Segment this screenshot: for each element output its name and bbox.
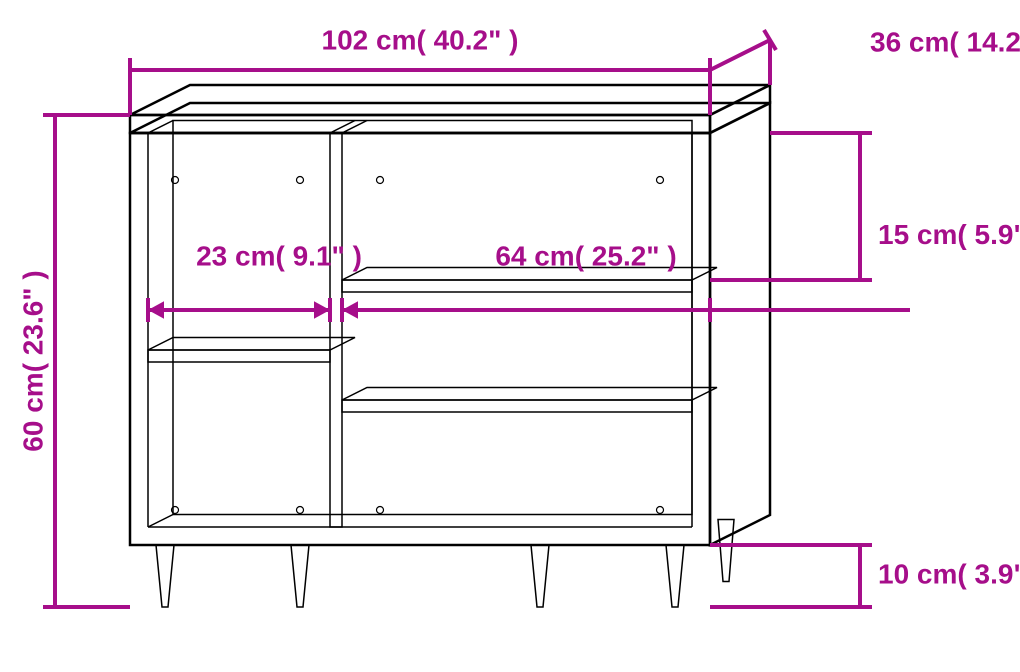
dimension-diagram: 102 cm( 40.2" ) 36 cm( 14.2" ) 60 cm( 23.6…	[0, 0, 1020, 672]
dim-depth: 36 cm( 14.2" )	[870, 26, 1020, 57]
dimension-lines: 102 cm( 40.2" ) 36 cm( 14.2" ) 60 cm( 23.6…	[17, 24, 1020, 607]
dim-height-total: 60 cm( 23.6" )	[17, 270, 48, 451]
dim-width-total: 102 cm( 40.2" )	[322, 24, 519, 55]
dim-shelf-right: 64 cm( 25.2" )	[495, 240, 676, 271]
dim-top-gap: 15 cm( 5.9" )	[878, 219, 1020, 250]
dim-foot-height: 10 cm( 3.9" )	[878, 558, 1020, 589]
furniture-body	[130, 85, 770, 607]
dim-shelf-left: 23 cm( 9.1" )	[196, 240, 362, 271]
